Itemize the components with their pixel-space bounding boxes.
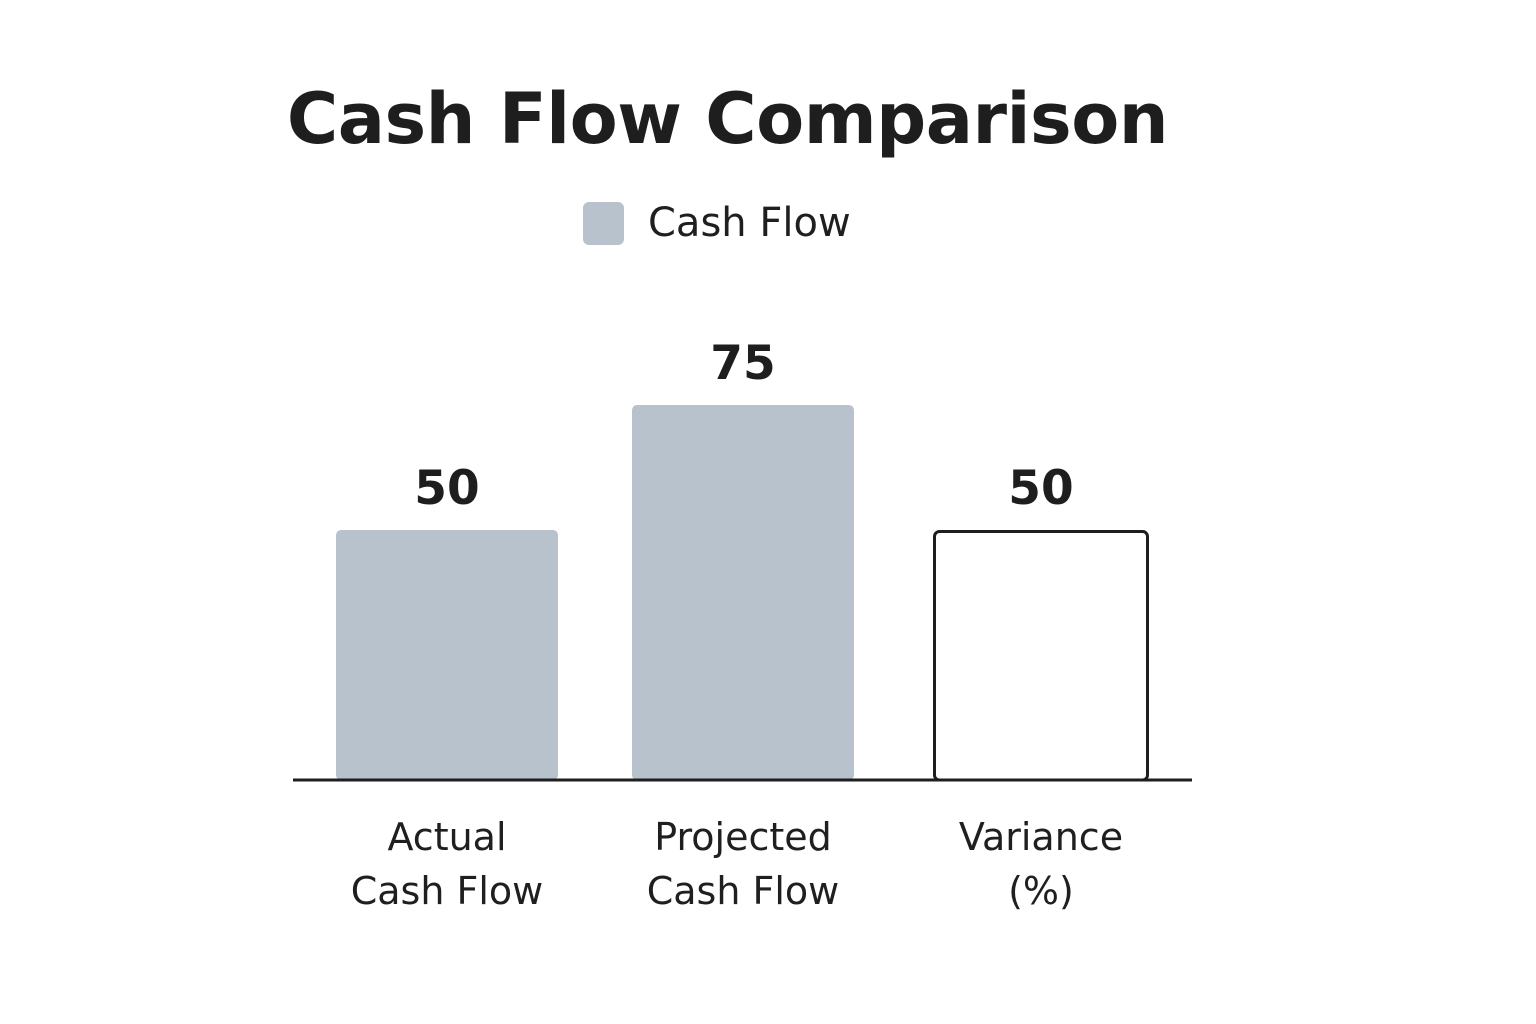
category-label-0-line-1: Cash Flow [351, 869, 544, 913]
value-label-0: 50 [414, 461, 479, 516]
category-label-0-line-0: Actual [387, 815, 506, 859]
category-label-1-line-1: Cash Flow [647, 869, 840, 913]
category-label-2-line-0: Variance [959, 815, 1123, 859]
value-label-2: 50 [1008, 461, 1073, 516]
category-labels-group: Actual Cash Flow Projected Cash Flow Varianc… [351, 815, 1123, 913]
bar-2 [933, 530, 1149, 782]
category-label-1-line-0: Projected [654, 815, 832, 859]
bars-group [336, 405, 1149, 782]
value-labels-group: 50 75 50 [414, 336, 1073, 516]
legend-label: Cash Flow [648, 200, 851, 246]
bar-0 [336, 530, 558, 780]
legend: Cash Flow [583, 200, 851, 246]
legend-swatch [583, 201, 624, 245]
chart-title: Cash Flow Comparison [286, 78, 1169, 160]
bar-1 [632, 405, 854, 780]
value-label-1: 75 [710, 336, 775, 391]
category-label-2-line-1: (%) [1008, 869, 1074, 913]
